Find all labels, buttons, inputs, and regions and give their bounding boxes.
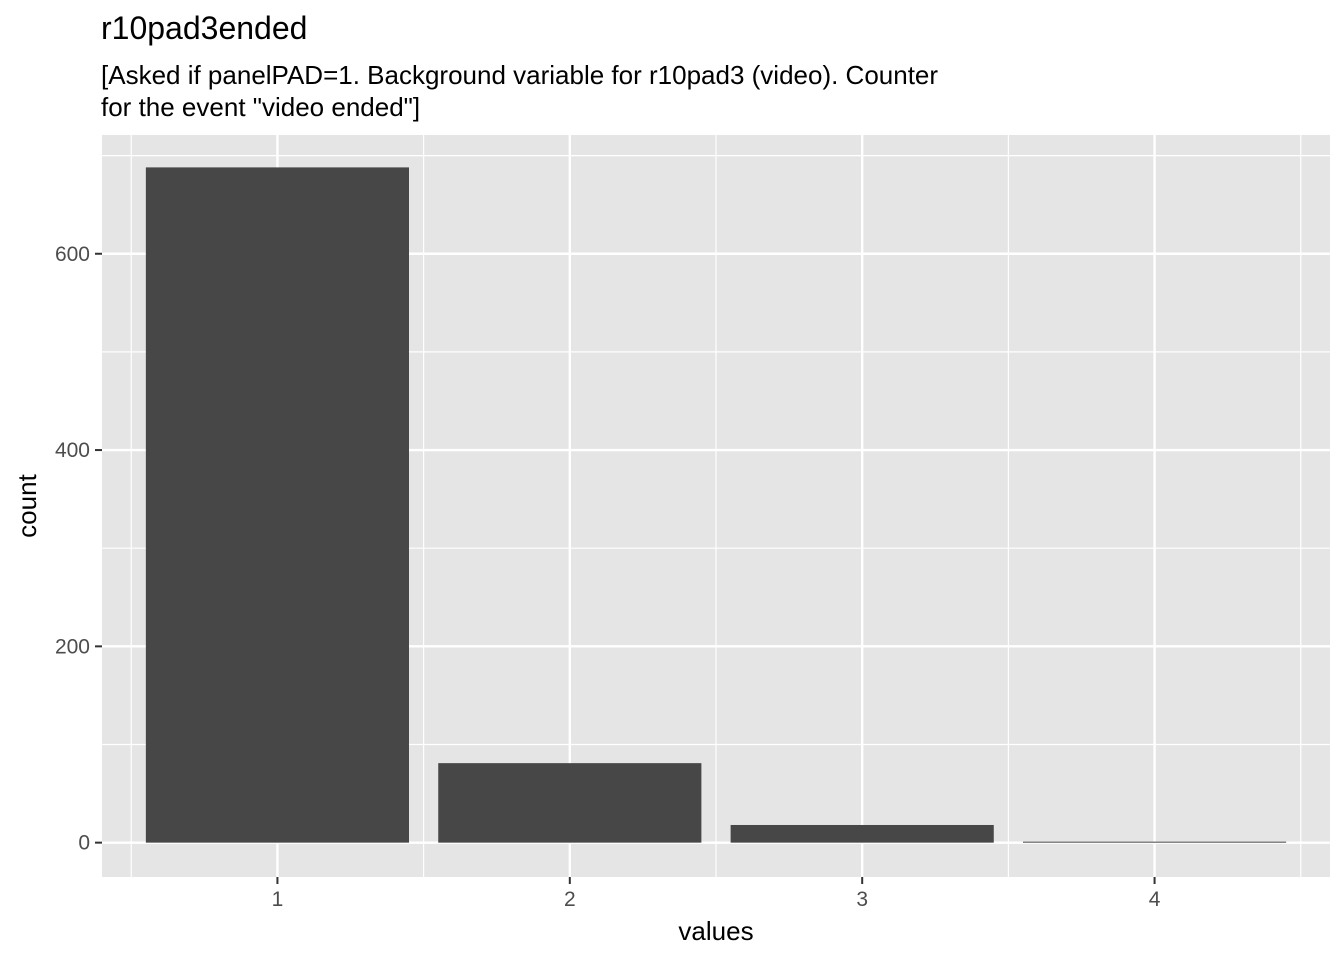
y-tick-label: 400 [55, 439, 90, 462]
bar-3 [730, 824, 994, 843]
x-tick-label: 2 [564, 888, 576, 911]
bar-4 [1023, 841, 1287, 843]
y-tick-label: 0 [78, 832, 90, 855]
chart-subtitle: [Asked if panelPAD=1. Background variabl… [101, 59, 1101, 123]
x-tick-label: 3 [856, 888, 868, 911]
chart-subtitle-line-2: for the event "video ended"] [101, 92, 421, 122]
x-axis: 1 2 3 4 [272, 877, 1161, 911]
bar-2 [438, 763, 702, 843]
y-axis-label: count [12, 473, 42, 537]
x-tick-label: 4 [1149, 888, 1161, 911]
x-tick-label: 1 [272, 888, 284, 911]
bars [145, 167, 1287, 843]
y-axis: 0 200 400 600 [55, 243, 102, 855]
bar-1 [145, 167, 409, 843]
y-tick-label: 200 [55, 635, 90, 658]
chart-subtitle-line-1: [Asked if panelPAD=1. Background variabl… [101, 60, 939, 90]
y-tick-label: 600 [55, 243, 90, 266]
x-axis-label: values [678, 916, 753, 946]
chart-title: r10pad3ended [101, 10, 308, 46]
